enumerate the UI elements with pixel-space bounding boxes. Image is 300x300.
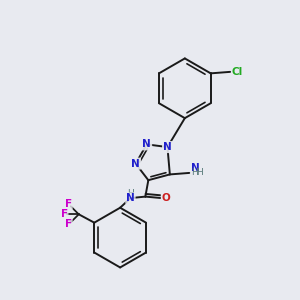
Text: N: N: [131, 159, 140, 169]
Text: N: N: [163, 142, 172, 152]
Text: N: N: [191, 163, 200, 172]
Text: F: F: [65, 219, 72, 230]
Text: Cl: Cl: [231, 67, 242, 77]
Text: F: F: [65, 199, 72, 209]
Text: F: F: [61, 209, 68, 219]
Text: N: N: [126, 193, 135, 203]
Text: H: H: [127, 189, 134, 198]
Text: N: N: [142, 140, 151, 149]
Text: O: O: [161, 193, 170, 203]
Text: H: H: [191, 168, 197, 177]
Text: H: H: [196, 168, 202, 177]
